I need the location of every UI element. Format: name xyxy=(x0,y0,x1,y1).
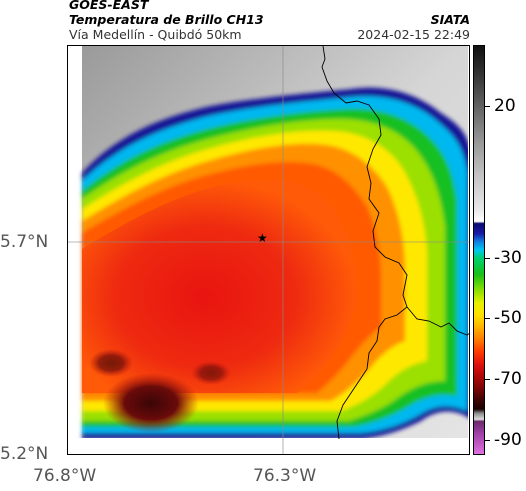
lon-label-76-8: 76.8°W xyxy=(33,466,97,486)
colorbar-tick xyxy=(485,258,490,259)
product-title: Temperatura de Brillo CH13 xyxy=(69,12,264,27)
colorbar xyxy=(473,45,485,455)
lat-label-5-2: 5.2°N xyxy=(0,444,49,464)
datetime-label: 2024-02-15 22:49 xyxy=(357,27,470,42)
star-icon: ★ xyxy=(257,231,268,245)
colorbar-tick xyxy=(485,318,490,319)
colorbar-label: -70 xyxy=(494,369,522,389)
satellite-map: ★ xyxy=(67,45,470,455)
coastline xyxy=(321,46,408,440)
colorbar-label: -50 xyxy=(494,308,522,328)
department-border xyxy=(406,306,469,336)
colorbar-tick xyxy=(485,440,490,441)
region-subtitle: Vía Medellín - Quibdó 50km xyxy=(69,27,242,42)
cold-cloud-core xyxy=(82,179,356,393)
coldest-cores xyxy=(103,373,199,433)
colorbar-tick xyxy=(485,106,490,107)
org-label: SIATA xyxy=(430,12,470,27)
colorbar-label: 20 xyxy=(494,96,516,116)
colorbar-label: -30 xyxy=(494,248,522,268)
colorbar-label: -90 xyxy=(494,430,522,450)
lat-label-5-7: 5.7°N xyxy=(0,232,49,252)
agency-title: GOES-EAST xyxy=(69,0,149,12)
colorbar-tick xyxy=(485,379,490,380)
lon-label-76-3: 76.3°W xyxy=(253,466,317,486)
